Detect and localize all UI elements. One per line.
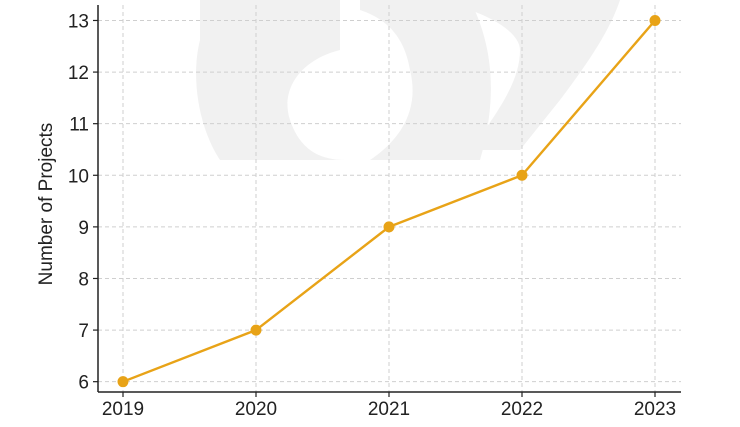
- data-point-2023: [649, 14, 661, 26]
- data-point-2021: [383, 221, 395, 233]
- x-tick-labels: 2019 2020 2021 2022 2023: [102, 399, 676, 420]
- y-axis-title: Number of Projects: [36, 123, 57, 286]
- x-tick-label-2023: 2023: [634, 399, 676, 420]
- y-tick-label-11: 11: [69, 115, 89, 136]
- data-point-2019: [117, 376, 129, 388]
- y-tick-labels: 6 7 8 9 10 11 12 13: [68, 11, 89, 393]
- axes: [93, 5, 681, 397]
- x-tick-label-2022: 2022: [501, 399, 543, 420]
- data-point-2022: [516, 169, 528, 181]
- y-tick-label-9: 9: [78, 218, 89, 239]
- x-tick-label-2019: 2019: [102, 399, 144, 420]
- x-tick-label-2020: 2020: [235, 399, 277, 420]
- gridlines: [98, 5, 681, 392]
- data-point-2020: [250, 324, 262, 336]
- y-tick-label-10: 10: [68, 166, 89, 187]
- watermark-logo: [196, 0, 620, 160]
- x-tick-label-2021: 2021: [368, 399, 410, 420]
- y-tick-label-13: 13: [68, 11, 89, 32]
- data-points: [117, 14, 661, 388]
- y-tick-label-8: 8: [78, 269, 89, 290]
- y-tick-label-12: 12: [68, 63, 89, 84]
- y-tick-label-7: 7: [78, 321, 89, 342]
- y-tick-label-6: 6: [78, 373, 89, 394]
